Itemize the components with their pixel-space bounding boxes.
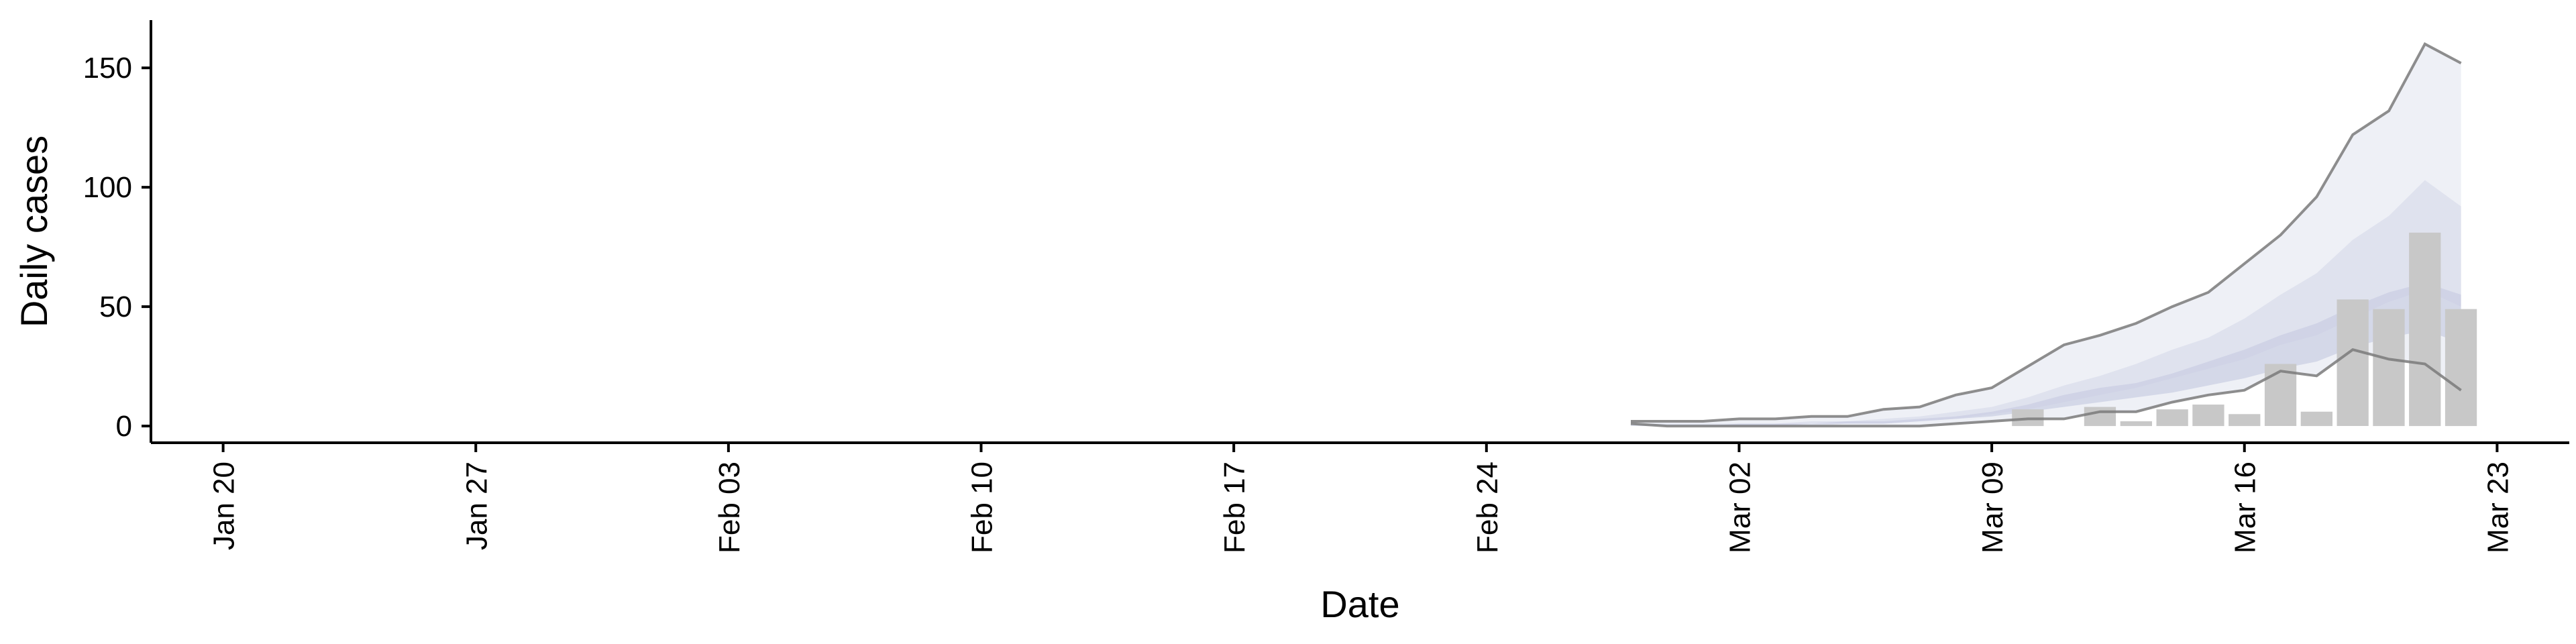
case-bar	[2264, 364, 2297, 426]
y-tick-label: 0	[116, 410, 132, 443]
y-axis-ticks: 0 50 100 150	[83, 52, 151, 443]
middle-interval-band	[1631, 180, 2461, 427]
y-tick-label: 100	[83, 171, 132, 204]
case-bar	[2084, 407, 2116, 427]
y-tick-label: 150	[83, 52, 132, 85]
case-bar	[2409, 232, 2441, 427]
forecast-bands	[1631, 44, 2461, 427]
x-axis-ticks: Jan 20 Jan 27 Feb 03 Feb 10 Feb 17 Feb 24 Mar …	[208, 443, 2514, 553]
x-tick-label: Jan 20	[208, 462, 241, 550]
axes	[150, 20, 2569, 444]
x-tick-label: Mar 23	[2481, 462, 2514, 553]
case-bar	[2192, 405, 2224, 427]
x-tick-label: Feb 10	[966, 462, 999, 553]
x-tick-label: Mar 09	[1976, 462, 2009, 553]
case-bar	[2156, 409, 2188, 427]
x-tick-label: Feb 17	[1218, 462, 1251, 553]
case-bar	[2337, 299, 2369, 426]
upper-bound-line	[1631, 42, 2462, 423]
lower-bound-line	[1630, 348, 2462, 428]
x-axis-title: Date	[1320, 583, 1399, 625]
case-bars	[2012, 232, 2477, 427]
case-bar	[2373, 309, 2405, 427]
inner-interval-band	[1631, 282, 2461, 427]
x-tick-label: Feb 03	[713, 462, 746, 553]
case-bar	[2229, 414, 2261, 427]
forecast-bound-lines	[1630, 42, 2462, 428]
case-bar	[2300, 411, 2332, 427]
y-tick-label: 50	[99, 290, 132, 323]
y-axis-title: Daily cases	[13, 136, 55, 327]
x-tick-label: Mar 02	[1723, 462, 1756, 553]
x-tick-label: Feb 24	[1471, 462, 1504, 553]
case-bar	[2120, 421, 2152, 427]
x-tick-label: Mar 16	[2229, 462, 2262, 553]
case-bar	[2445, 309, 2477, 427]
x-tick-label: Jan 27	[460, 462, 493, 550]
outer-interval-band	[1631, 44, 2461, 427]
